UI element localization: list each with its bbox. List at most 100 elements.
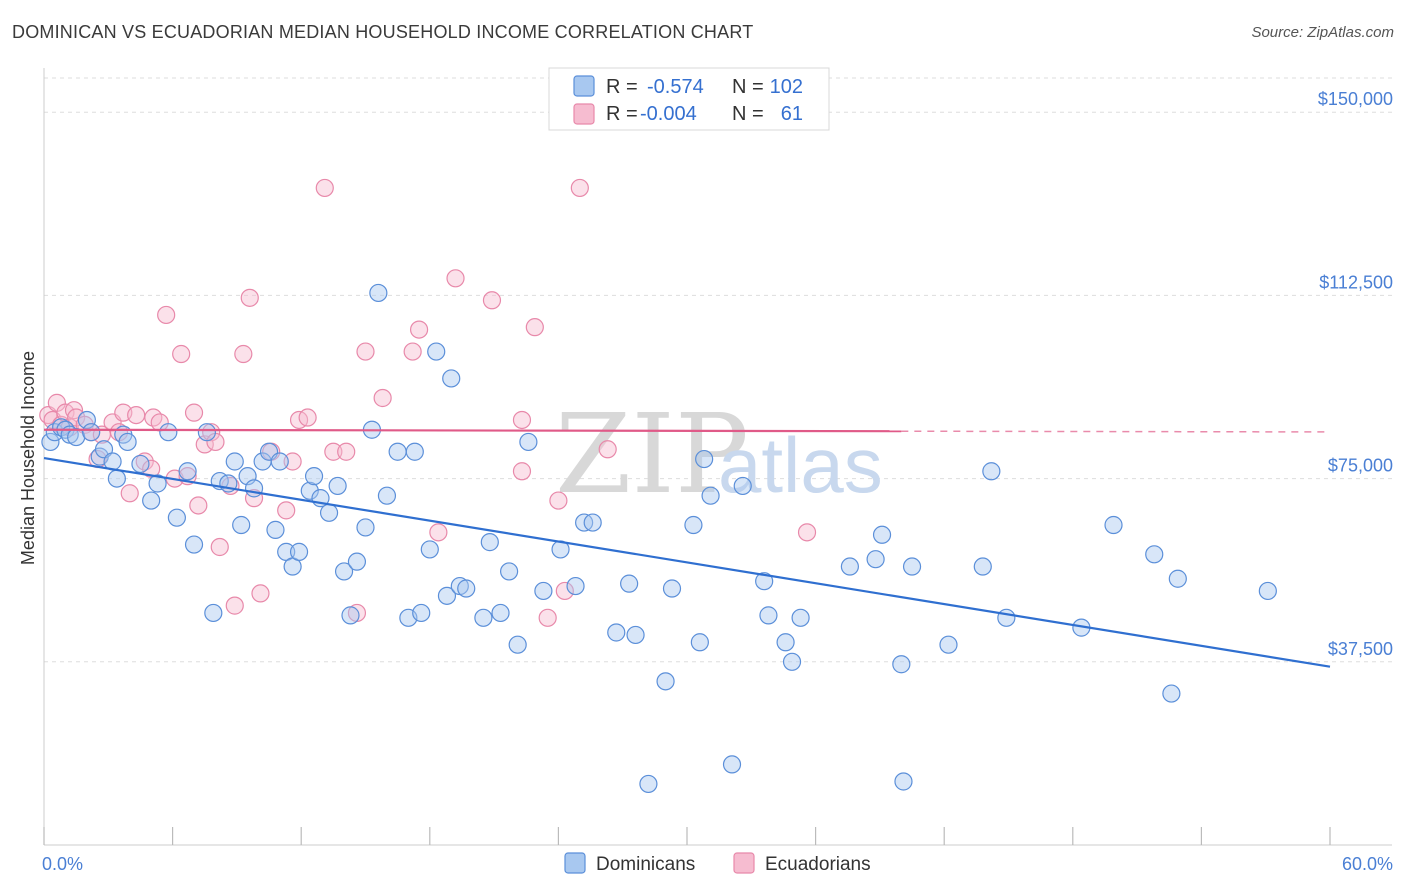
ecuadorians-point-16 bbox=[127, 405, 146, 425]
dominicans-point-58 bbox=[474, 608, 493, 627]
bottom-legend-swatch-ecuadorians bbox=[733, 852, 755, 874]
dominicans-point-53 bbox=[427, 342, 446, 361]
dominicans-point-52 bbox=[420, 540, 439, 559]
legend-r-label-0: R = bbox=[606, 76, 638, 98]
dominicans-point-77 bbox=[695, 449, 714, 469]
x-tick-max: 60.0% bbox=[1342, 854, 1393, 874]
dominicans-point-80 bbox=[733, 476, 752, 496]
dominicans-point-28 bbox=[244, 479, 264, 498]
dominicans-point-91 bbox=[939, 635, 958, 654]
watermark-atlas: atlas bbox=[718, 421, 883, 509]
gridlines bbox=[44, 77, 1392, 663]
series-legend: Dominicans Ecuadorians bbox=[564, 852, 871, 875]
dominicans-point-20 bbox=[184, 535, 204, 554]
ecuadorians-point-21 bbox=[157, 305, 176, 325]
dominicans-point-76 bbox=[690, 633, 709, 652]
dominicans-point-55 bbox=[442, 369, 461, 388]
dominicans-point-60 bbox=[491, 603, 510, 623]
ecuadorians-point-57 bbox=[549, 491, 568, 510]
ecuadorians-point-47 bbox=[373, 388, 392, 408]
dominicans-point-72 bbox=[639, 774, 658, 794]
ecuadorians-point-54 bbox=[512, 462, 532, 481]
ecuadorians-point-59 bbox=[570, 178, 589, 198]
ecuadorians-point-58 bbox=[555, 581, 574, 601]
dominicans-point-73 bbox=[656, 672, 675, 691]
dominicans-point-97 bbox=[1145, 545, 1164, 564]
dominicans-point-59 bbox=[480, 533, 499, 552]
dominicans-point-70 bbox=[620, 574, 639, 593]
chart-title: DOMINICAN VS ECUADORIAN MEDIAN HOUSEHOLD… bbox=[12, 22, 754, 42]
ecuadorians-point-42 bbox=[315, 178, 334, 198]
ecuadorians-point-48 bbox=[403, 342, 422, 361]
dominicans-point-15 bbox=[142, 491, 161, 510]
dominicans-point-75 bbox=[684, 515, 703, 535]
dominicans-point-17 bbox=[159, 423, 178, 442]
legend-n-label-0: N = bbox=[732, 76, 764, 98]
dominicans-point-35 bbox=[289, 542, 309, 561]
dominicans-point-50 bbox=[405, 442, 424, 461]
y-tick-label-1: $75,000 bbox=[1328, 456, 1393, 476]
ecuadorians-point-34 bbox=[240, 288, 259, 307]
dominicans-point-32 bbox=[270, 452, 289, 471]
ecuadorians-trend-extension bbox=[901, 430, 1331, 433]
watermark: ZIP atlas bbox=[555, 390, 883, 518]
dominicans-point-99 bbox=[1168, 569, 1187, 588]
ecuadorians-point-6 bbox=[64, 401, 84, 420]
legend-r-value-1: -0.004 bbox=[640, 103, 697, 125]
ecuadorians-point-44 bbox=[337, 442, 356, 461]
legend-n-label-1: N = bbox=[732, 103, 764, 125]
ecuadorians-point-49 bbox=[409, 320, 429, 339]
dominicans-point-98 bbox=[1162, 684, 1181, 703]
legend-n-value-0: 102 bbox=[770, 76, 803, 98]
dominicans-point-69 bbox=[607, 623, 626, 642]
dominicans-point-66 bbox=[566, 576, 585, 596]
ecuadorians-point-43 bbox=[324, 442, 343, 461]
bottom-legend-swatch-dominicans bbox=[564, 852, 586, 874]
dominicans-point-44 bbox=[356, 518, 375, 537]
axes bbox=[43, 68, 1392, 846]
dominicans-point-39 bbox=[319, 503, 339, 522]
dominicans-point-61 bbox=[500, 562, 519, 581]
ecuadorians-point-26 bbox=[189, 496, 208, 515]
dominicans-point-31 bbox=[266, 520, 285, 539]
dominicans-point-94 bbox=[997, 608, 1016, 627]
dominicans-point-89 bbox=[892, 655, 911, 674]
legend-n-value-1: 61 bbox=[781, 103, 803, 125]
ecuadorians-point-33 bbox=[234, 344, 253, 364]
legend-r-label-1: R = bbox=[606, 103, 638, 125]
legend-swatch-dominicans bbox=[573, 75, 595, 97]
dominicans-point-96 bbox=[1104, 515, 1123, 535]
dominicans-point-92 bbox=[973, 557, 992, 576]
legend-r-value-0: -0.574 bbox=[647, 76, 704, 98]
ecuadorians-point-50 bbox=[429, 523, 448, 542]
x-tick-min: 0.0% bbox=[42, 854, 83, 874]
dominicans-point-42 bbox=[341, 606, 360, 625]
dominicans-point-54 bbox=[437, 586, 457, 605]
ecuadorians-point-36 bbox=[251, 584, 270, 603]
dominicans-point-43 bbox=[347, 552, 367, 571]
dominicans-point-84 bbox=[782, 652, 802, 671]
dominicans-point-71 bbox=[626, 625, 645, 645]
dominicans-point-78 bbox=[701, 486, 720, 505]
dominicans-point-83 bbox=[776, 633, 795, 652]
dominicans-point-57 bbox=[457, 579, 476, 598]
y-tick-labels: $37,500 $75,000 $112,500 $150,000 bbox=[1318, 89, 1393, 659]
bottom-legend-dominicans: Dominicans bbox=[596, 854, 695, 875]
ecuadorians-point-56 bbox=[538, 608, 557, 627]
dominicans-point-93 bbox=[982, 462, 1001, 481]
dominicans-point-90 bbox=[902, 557, 922, 576]
legend-box bbox=[548, 67, 830, 131]
dominicans-point-100 bbox=[1258, 581, 1277, 601]
dominicans-point-37 bbox=[304, 467, 324, 486]
dominicans-point-81 bbox=[755, 572, 774, 591]
dominicans-point-74 bbox=[662, 579, 682, 598]
ecuadorians-point-30 bbox=[210, 537, 229, 557]
dominicans-point-101 bbox=[894, 772, 913, 791]
dominicans-point-18 bbox=[167, 508, 186, 527]
ecuadorians-trend-line bbox=[43, 428, 902, 433]
ecuadorians-point-53 bbox=[512, 410, 532, 430]
dominicans-point-16 bbox=[148, 474, 167, 493]
dominicans-point-64 bbox=[534, 581, 553, 601]
dominicans-point-7 bbox=[82, 423, 101, 442]
